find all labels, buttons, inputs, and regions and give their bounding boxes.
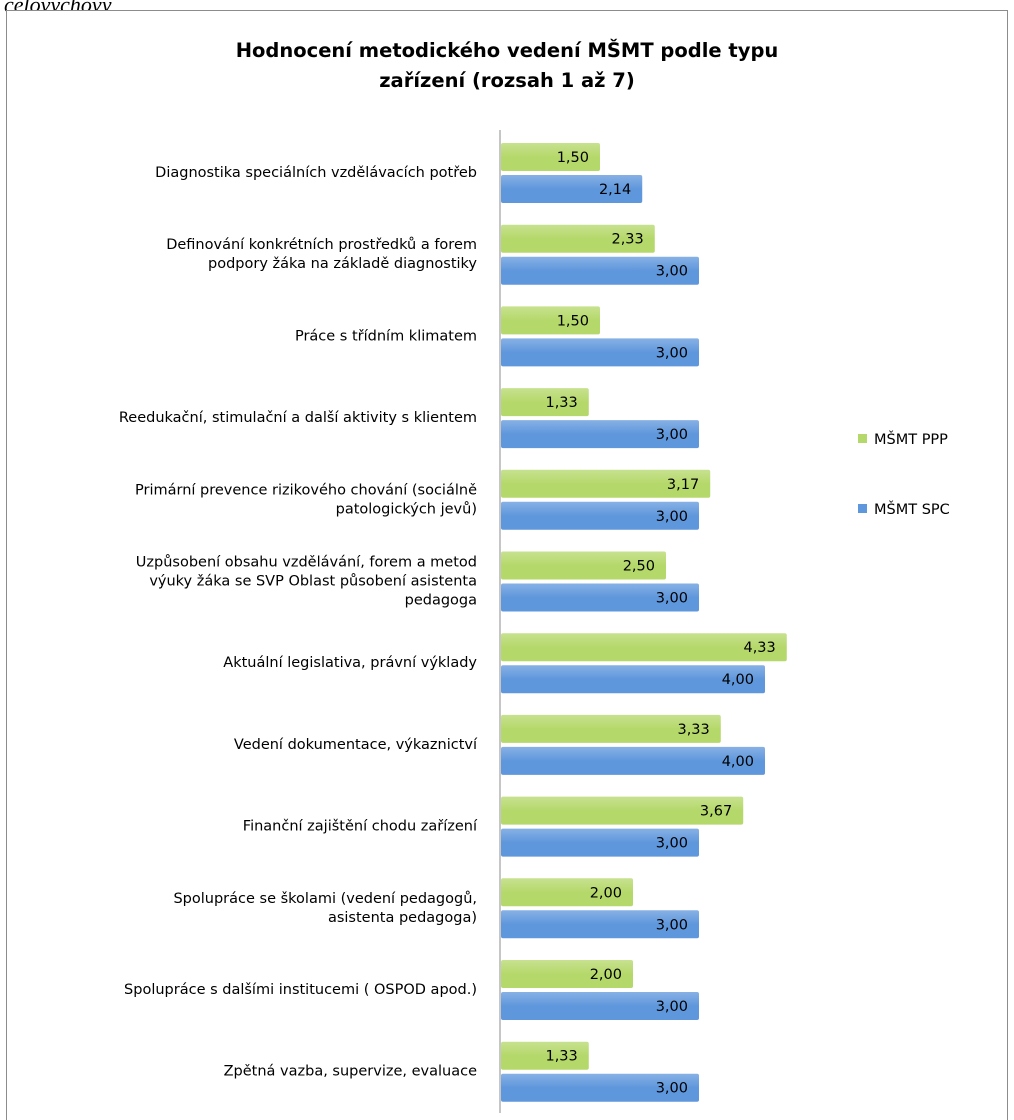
category-label-line: patologických jevů) <box>336 501 477 517</box>
data-label: 3,00 <box>656 427 688 443</box>
bar-ppp <box>501 714 721 743</box>
bar-spc <box>501 910 699 939</box>
category-label: Finanční zajištění chodu zařízení <box>243 819 478 835</box>
category-label: Definování konkrétních prostředků a fore… <box>166 237 477 272</box>
bar-spc <box>501 583 699 612</box>
category-label-line: Spolupráce se školami (vedení pedagogů, <box>173 891 477 907</box>
bar-spc <box>501 501 699 530</box>
chart-title-line-2: zařízení (rozsah 1 až 7) <box>379 69 635 92</box>
category-label-line: pedagoga <box>405 593 477 609</box>
data-label: 1,50 <box>557 150 589 166</box>
category-label: Práce s třídním klimatem <box>295 328 477 344</box>
legend-swatch-spc <box>858 504 867 513</box>
category-label: Uzpůsobení obsahu vzdělávání, forem a me… <box>136 555 477 609</box>
data-label: 3,00 <box>656 264 688 280</box>
category-label: Reedukační, stimulační a další aktivity … <box>119 410 477 426</box>
data-label: 3,00 <box>656 917 688 933</box>
data-label: 1,33 <box>545 395 577 411</box>
data-label: 4,00 <box>722 754 754 770</box>
bar-ppp <box>501 633 787 662</box>
legend-swatch-ppp <box>858 434 867 443</box>
data-label: 3,00 <box>656 591 688 607</box>
data-label: 2,00 <box>590 967 622 983</box>
bar-spc <box>501 746 765 775</box>
category-label-line: Zpětná vazba, supervize, evaluace <box>224 1064 477 1080</box>
data-label: 1,50 <box>557 313 589 329</box>
data-label: 2,00 <box>590 885 622 901</box>
category-label-line: Práce s třídním klimatem <box>295 328 477 344</box>
bar-ppp <box>501 224 655 253</box>
category-label-line: Vedení dokumentace, výkaznictví <box>234 737 478 753</box>
data-label: 2,33 <box>611 232 643 248</box>
data-label: 4,00 <box>722 672 754 688</box>
data-label: 3,00 <box>656 999 688 1015</box>
category-label: Zpětná vazba, supervize, evaluace <box>224 1064 477 1080</box>
bar-ppp <box>501 143 600 171</box>
category-label-line: Diagnostika speciálních vzdělávacích pot… <box>155 165 477 181</box>
category-label: Vedení dokumentace, výkaznictví <box>234 737 478 753</box>
category-label: Spolupráce s dalšími institucemi ( OSPOD… <box>124 982 477 998</box>
bar-spc <box>501 665 765 694</box>
data-label: 3,67 <box>700 804 732 820</box>
category-label: Diagnostika speciálních vzdělávacích pot… <box>155 165 477 181</box>
bar-ppp <box>501 469 711 498</box>
chart-title-line-1: Hodnocení metodického vedení MŠMT podle … <box>235 39 779 62</box>
category-label: Primární prevence rizikového chování (so… <box>135 482 477 517</box>
chart-title: Hodnocení metodického vedení MŠMT podle … <box>0 36 1014 96</box>
bar-ppp <box>501 878 633 907</box>
bar-spc <box>501 1073 699 1102</box>
bar-ppp <box>501 1041 589 1070</box>
data-label: 3,33 <box>677 722 709 738</box>
category-label-line: asistenta pedagoga) <box>328 910 477 926</box>
category-label-line: Aktuální legislativa, právní výklady <box>223 655 477 671</box>
bar-ppp <box>501 796 744 825</box>
data-label: 3,00 <box>656 1081 688 1097</box>
category-label-line: Finanční zajištění chodu zařízení <box>243 819 478 835</box>
data-label: 4,33 <box>743 640 775 656</box>
data-label: 2,14 <box>599 182 631 198</box>
category-label-line: výuky žáka se SVP Oblast působení asiste… <box>149 574 477 590</box>
category-label-line: Uzpůsobení obsahu vzdělávání, forem a me… <box>136 555 477 571</box>
bar-spc <box>501 338 699 367</box>
bar-spc <box>501 992 699 1020</box>
bar-spc <box>501 256 699 285</box>
category-label-line: Definování konkrétních prostředků a fore… <box>166 237 477 253</box>
category-label-line: Spolupráce s dalšími institucemi ( OSPOD… <box>124 982 477 998</box>
data-label: 1,33 <box>545 1049 577 1065</box>
bar-ppp <box>501 306 600 335</box>
data-label: 3,17 <box>667 477 699 493</box>
bar-spc <box>501 828 699 857</box>
legend-label: MŠMT PPP <box>874 430 948 448</box>
category-label-line: Primární prevence rizikového chování (so… <box>135 482 477 498</box>
data-label: 3,00 <box>656 836 688 852</box>
legend-label: MŠMT SPC <box>874 500 950 518</box>
category-label: Spolupráce se školami (vedení pedagogů, a… <box>173 891 477 926</box>
data-label: 3,00 <box>656 509 688 525</box>
bar-ppp <box>501 388 589 417</box>
bar-ppp <box>501 960 633 988</box>
data-label: 2,50 <box>623 559 655 575</box>
category-label-line: Reedukační, stimulační a další aktivity … <box>119 410 477 426</box>
category-label: Aktuální legislativa, právní výklady <box>223 655 477 671</box>
bar-spc <box>501 420 699 449</box>
data-label: 3,00 <box>656 345 688 361</box>
bar-spc <box>501 175 643 203</box>
bar-ppp <box>501 551 666 580</box>
category-label-line: podpory žáka na základě diagnostiky <box>208 256 477 272</box>
